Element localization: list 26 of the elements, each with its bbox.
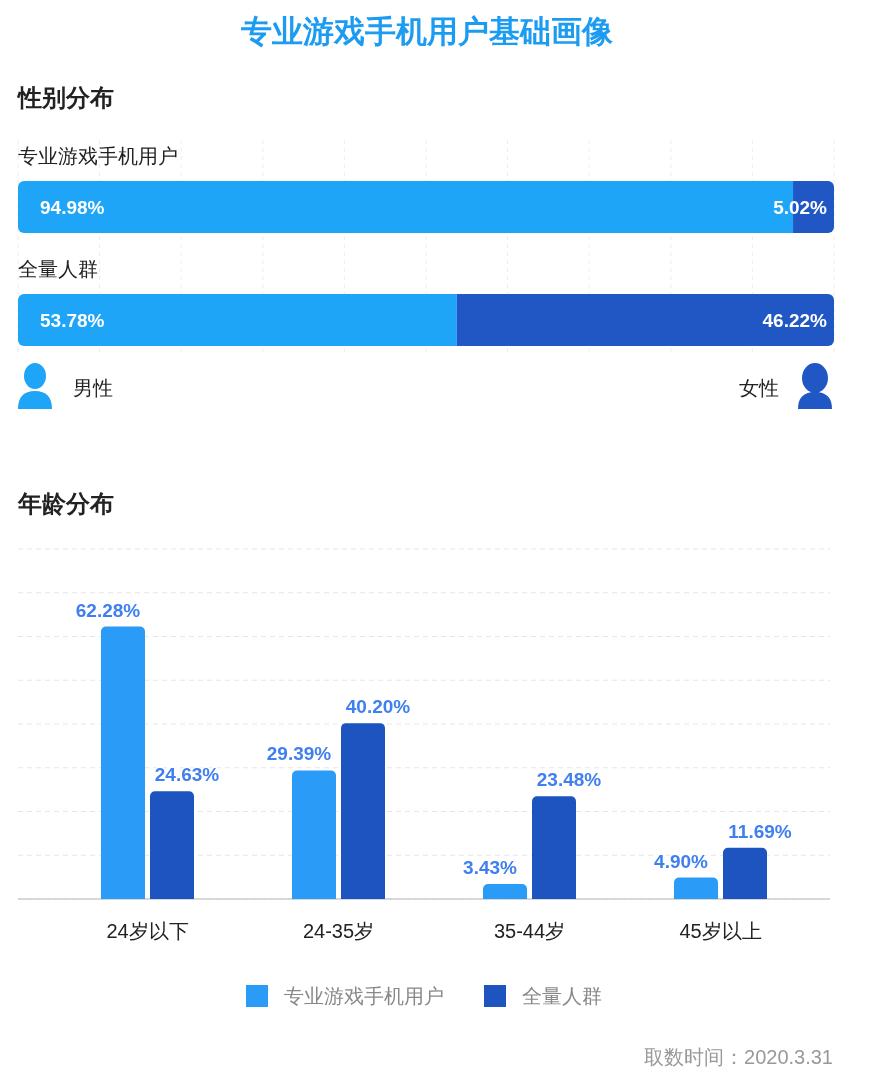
legend-label: 男性: [73, 377, 113, 399]
category: 24-35岁: [302, 920, 375, 942]
category: 45岁以上: [679, 920, 762, 942]
data-label: 53.78%: [40, 310, 105, 331]
data-label: 5.02%: [773, 197, 827, 218]
data-label: 46.22%: [762, 310, 827, 331]
legend-label: 全量人群: [522, 985, 602, 1007]
category: 24岁以下: [106, 920, 189, 942]
data-label: 3.43%: [463, 857, 517, 878]
data-label: 40.20%: [345, 696, 411, 718]
data-label: 23.48%: [536, 769, 602, 791]
data-label: 11.69%: [728, 820, 792, 842]
legend-label: 专业游戏手机用户: [284, 985, 444, 1007]
category: 35-44岁: [493, 920, 566, 942]
title: 专业游戏手机用户基础画像: [241, 14, 613, 49]
subtitle: 性别分布: [18, 84, 114, 111]
category: 全量人群: [18, 258, 98, 280]
data-label: 94.98%: [40, 197, 105, 218]
data-label: 4.90%: [654, 850, 708, 872]
annotation: 取数时间：2020.3.31: [644, 1046, 833, 1068]
title: 年龄分布: [18, 490, 114, 517]
category: 专业游戏手机用户: [18, 145, 178, 167]
legend-label: 女性: [739, 377, 779, 399]
data-label: 62.28%: [75, 599, 141, 621]
data-label: 24.63%: [154, 764, 220, 786]
data-label: 29.39%: [266, 743, 332, 765]
